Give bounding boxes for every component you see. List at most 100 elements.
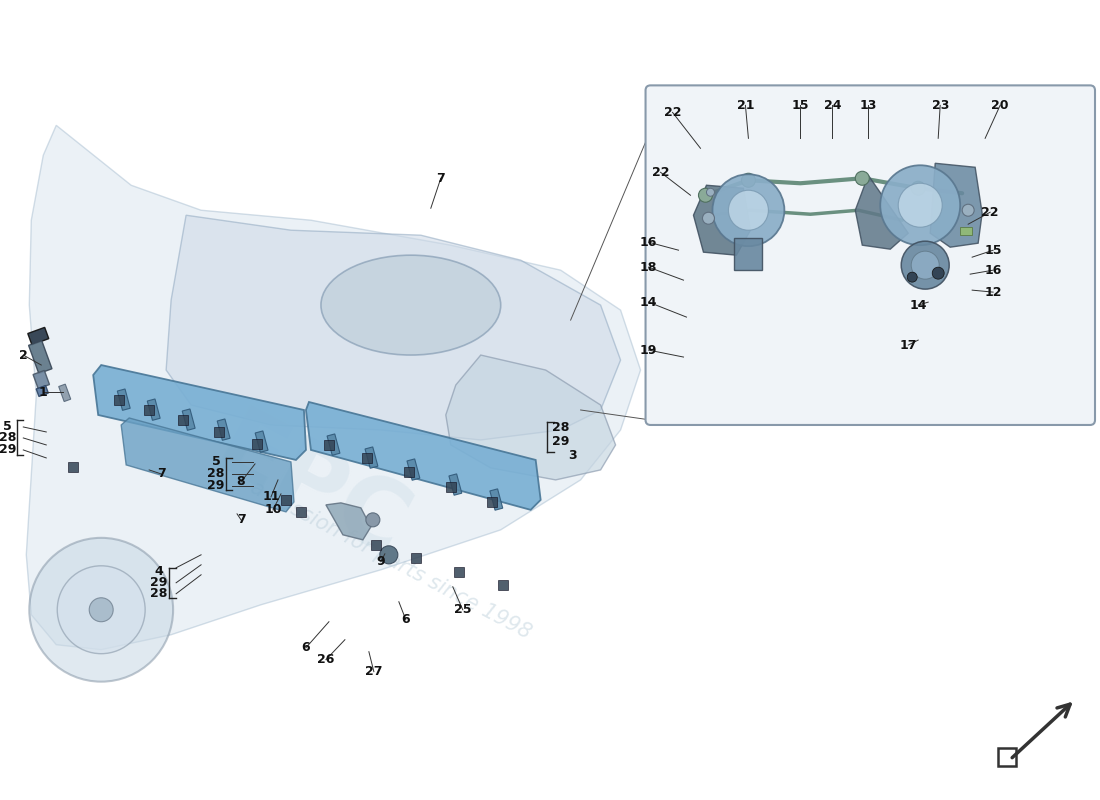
Bar xyxy=(217,419,230,440)
Circle shape xyxy=(911,182,925,195)
Bar xyxy=(296,507,306,517)
Bar xyxy=(404,467,414,477)
Circle shape xyxy=(706,188,715,196)
Bar xyxy=(114,395,124,405)
Bar xyxy=(407,459,420,480)
Text: 2: 2 xyxy=(19,349,28,362)
Text: 4: 4 xyxy=(155,566,164,578)
Text: 28: 28 xyxy=(0,431,16,445)
Text: 22: 22 xyxy=(663,106,681,119)
Bar xyxy=(362,453,372,463)
Text: a passion for parts since 1998: a passion for parts since 1998 xyxy=(248,477,535,642)
Circle shape xyxy=(89,598,113,622)
Text: 14: 14 xyxy=(640,296,658,309)
Bar xyxy=(147,399,161,420)
Text: 23: 23 xyxy=(932,99,949,112)
Bar xyxy=(454,566,464,577)
Bar xyxy=(998,747,1016,766)
Text: 15: 15 xyxy=(792,99,810,112)
Bar xyxy=(214,427,224,437)
Text: 8: 8 xyxy=(236,475,245,489)
Text: 11: 11 xyxy=(262,490,279,503)
Polygon shape xyxy=(121,418,294,512)
Polygon shape xyxy=(306,402,541,510)
Text: 16: 16 xyxy=(640,236,657,249)
Bar xyxy=(449,474,462,495)
Text: 17: 17 xyxy=(900,338,917,351)
Text: 29: 29 xyxy=(0,443,16,457)
Text: 5: 5 xyxy=(3,421,12,434)
Circle shape xyxy=(741,174,756,187)
Text: 15: 15 xyxy=(984,244,1002,257)
Bar xyxy=(255,431,268,452)
Polygon shape xyxy=(446,355,616,480)
Circle shape xyxy=(698,188,713,202)
Text: 6: 6 xyxy=(301,642,310,654)
Polygon shape xyxy=(326,503,371,540)
Circle shape xyxy=(30,538,173,682)
Bar xyxy=(183,409,195,430)
Bar xyxy=(280,495,292,505)
Ellipse shape xyxy=(321,255,500,355)
Bar xyxy=(410,553,421,563)
Text: 7: 7 xyxy=(437,172,446,185)
Bar xyxy=(68,462,78,472)
Circle shape xyxy=(880,166,960,245)
Text: EPC: EPC xyxy=(200,402,422,578)
FancyBboxPatch shape xyxy=(646,86,1094,425)
Text: 21: 21 xyxy=(737,99,755,112)
Text: 10: 10 xyxy=(264,503,282,516)
Bar xyxy=(486,497,497,507)
Circle shape xyxy=(728,190,769,230)
Text: 14: 14 xyxy=(910,298,927,312)
Circle shape xyxy=(856,171,869,186)
Bar xyxy=(371,540,381,550)
Text: 16: 16 xyxy=(984,264,1002,277)
Polygon shape xyxy=(931,163,982,247)
Bar xyxy=(252,439,262,449)
Circle shape xyxy=(899,183,943,227)
Bar xyxy=(490,489,503,510)
Polygon shape xyxy=(856,175,909,249)
Circle shape xyxy=(908,272,917,282)
Circle shape xyxy=(713,174,784,246)
Text: 9: 9 xyxy=(376,555,385,568)
Text: 26: 26 xyxy=(317,653,334,666)
Bar xyxy=(323,440,334,450)
Bar xyxy=(365,447,378,468)
Text: 1: 1 xyxy=(39,386,47,398)
Text: 29: 29 xyxy=(151,576,168,590)
Text: 28: 28 xyxy=(208,467,224,481)
Polygon shape xyxy=(166,215,620,440)
Circle shape xyxy=(57,566,145,654)
Text: 28: 28 xyxy=(552,422,570,434)
Text: 19: 19 xyxy=(640,343,657,357)
Text: 6: 6 xyxy=(402,614,410,626)
Bar xyxy=(33,370,50,389)
Bar xyxy=(735,238,762,270)
Bar xyxy=(58,384,70,402)
Bar xyxy=(144,405,154,415)
Bar xyxy=(178,415,188,425)
Bar xyxy=(327,434,340,455)
Text: 29: 29 xyxy=(552,435,570,449)
Text: 7: 7 xyxy=(236,514,245,526)
Text: 12: 12 xyxy=(984,286,1002,298)
Text: 5: 5 xyxy=(211,455,220,469)
Text: 29: 29 xyxy=(208,479,224,492)
Text: 27: 27 xyxy=(365,665,383,678)
Bar xyxy=(497,580,508,590)
Circle shape xyxy=(962,204,975,216)
Bar xyxy=(29,341,52,374)
Circle shape xyxy=(911,251,939,279)
Circle shape xyxy=(901,241,949,289)
Text: 28: 28 xyxy=(151,587,168,600)
Text: 25: 25 xyxy=(454,603,472,616)
Text: 22: 22 xyxy=(652,166,669,178)
Bar xyxy=(446,482,455,492)
Circle shape xyxy=(703,212,715,224)
Polygon shape xyxy=(26,126,640,650)
Text: 22: 22 xyxy=(981,206,999,218)
Circle shape xyxy=(932,267,944,279)
Circle shape xyxy=(366,513,379,527)
